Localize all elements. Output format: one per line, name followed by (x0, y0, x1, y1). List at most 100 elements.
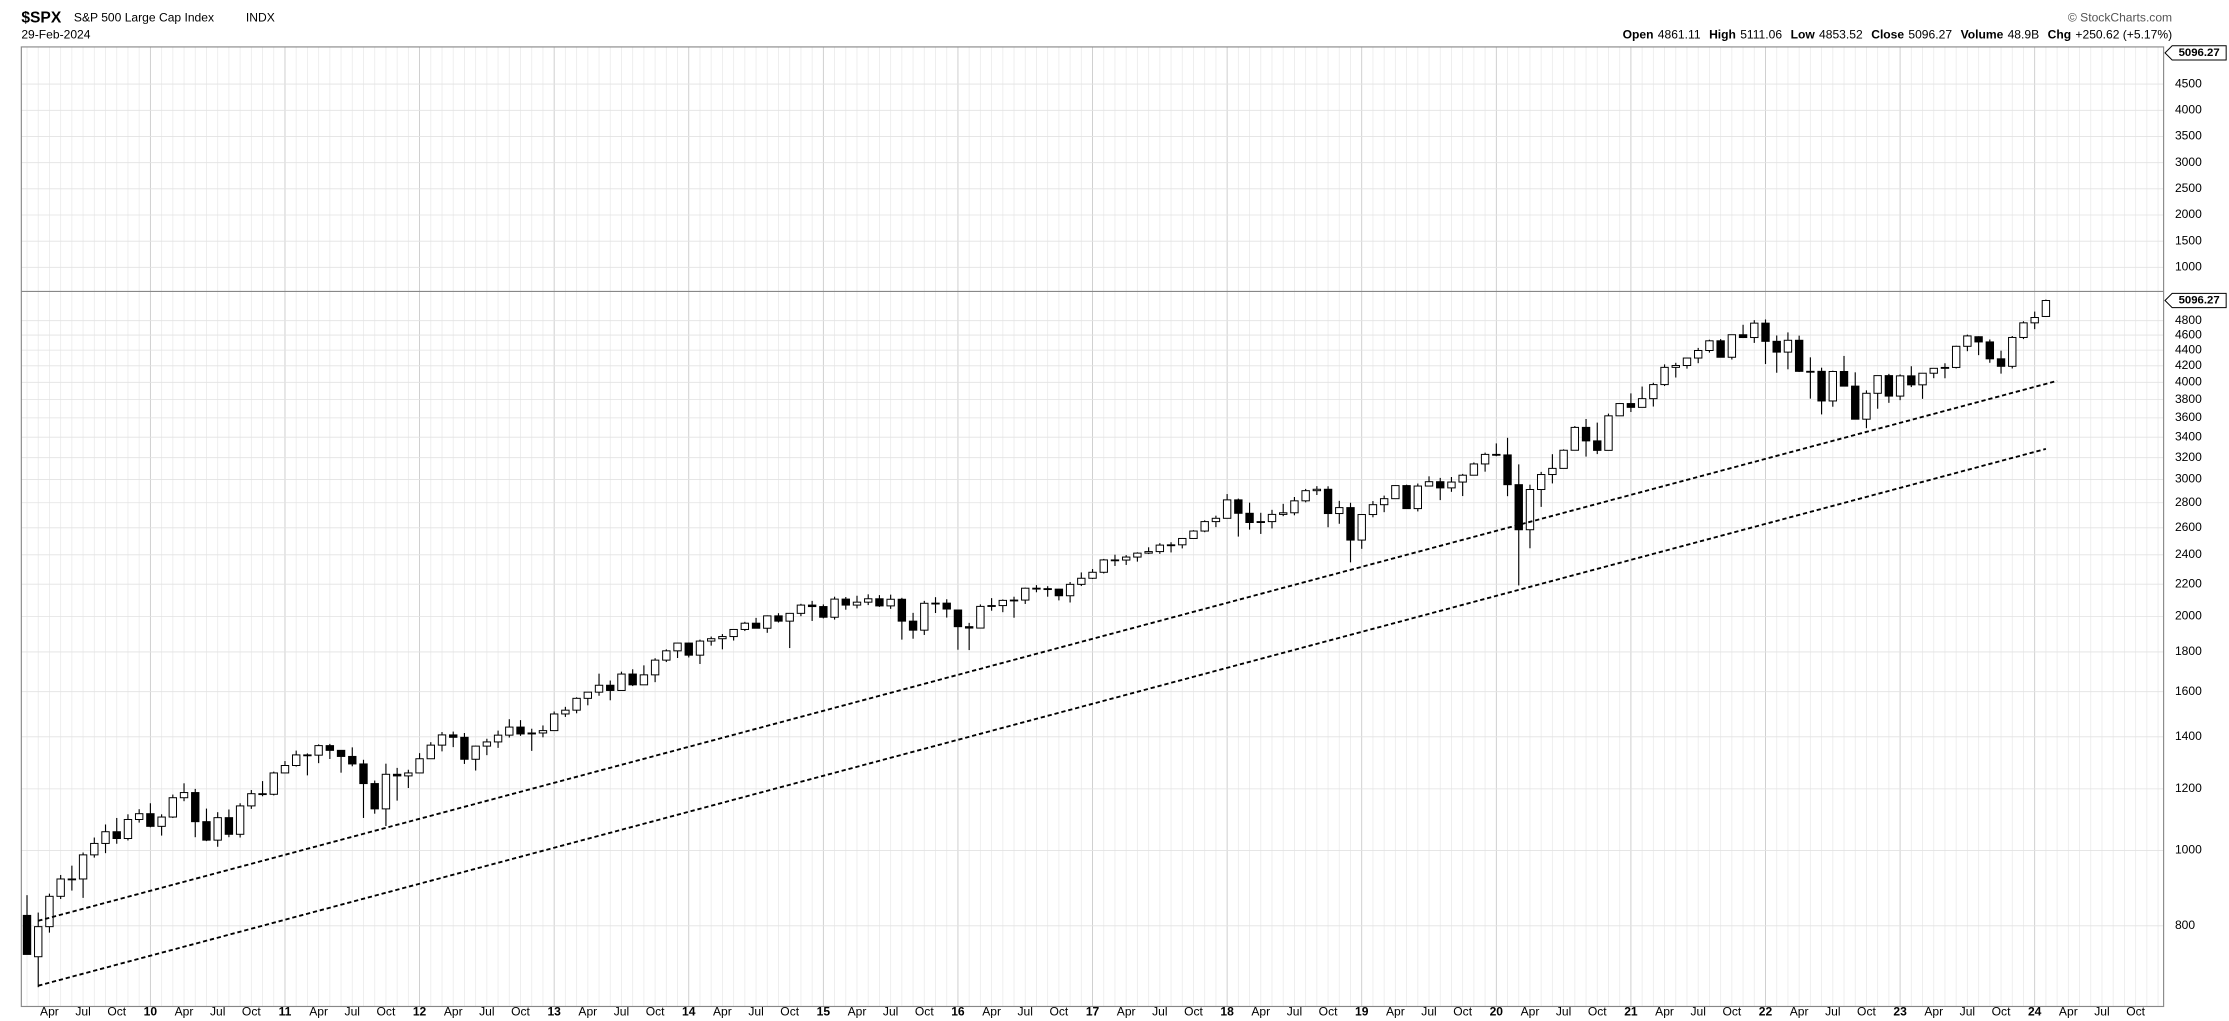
candle-body (1121, 556, 1131, 561)
x-tick-label: 22 (1759, 1004, 1773, 1018)
x-tick-label: Apr (1655, 1004, 1674, 1018)
candle-body (292, 754, 301, 767)
x-tick-label: Oct (1049, 1004, 1068, 1018)
candle-body (78, 854, 88, 880)
candle-body (942, 602, 951, 610)
candle-body (549, 713, 559, 732)
x-tick-label: Apr (1251, 1004, 1270, 1018)
y-tick-label: 4800 (2175, 313, 2202, 327)
x-tick-label: Jul (1152, 1004, 1167, 1018)
candle-body (1649, 384, 1658, 400)
candle-body (1133, 552, 1142, 558)
candle-body (191, 792, 200, 823)
candle-body (1559, 449, 1568, 469)
x-tick-label: Apr (1386, 1004, 1405, 1018)
candle-body (426, 744, 435, 760)
candle-body (437, 734, 447, 746)
price-flag-label: 5096.27 (2179, 295, 2220, 307)
x-tick-label: Apr (2059, 1004, 2078, 1018)
y-tick-label: 3000 (2175, 155, 2202, 169)
candle-body (471, 745, 480, 760)
x-tick-label: Oct (511, 1004, 530, 1018)
candle-body (1581, 426, 1591, 442)
candle-body (538, 730, 548, 734)
y-tick-label: 4400 (2175, 342, 2202, 356)
candle-body (1772, 340, 1781, 353)
candle-body (1009, 599, 1019, 602)
candle-body (1660, 366, 1669, 386)
price-flag-box (2164, 292, 2227, 309)
candle-body (695, 640, 705, 656)
candle-body (1077, 577, 1086, 585)
x-tick-label: Jul (345, 1004, 360, 1018)
x-tick-label: Apr (175, 1004, 194, 1018)
candle-body (168, 797, 178, 818)
y-tick-label: 1400 (2175, 729, 2202, 743)
candle-body (1458, 474, 1467, 483)
candle-body (774, 615, 783, 622)
header-label: Open (1623, 28, 1654, 42)
candle-body (482, 741, 492, 747)
frame (20, 46, 2165, 1008)
candle-body (1234, 499, 1243, 514)
y-tick-label: 1000 (2175, 843, 2202, 857)
candle-body (1727, 334, 1737, 358)
candle-body (1335, 507, 1344, 515)
x-tick-label: Jul (1287, 1004, 1302, 1018)
candle-body (1895, 375, 1905, 397)
y-tick-label: 4500 (2175, 76, 2202, 90)
candle-body (1862, 392, 1871, 420)
candle-body (1054, 588, 1064, 597)
x-tick-label: Jul (2094, 1004, 2109, 1018)
x-tick-label: Oct (1722, 1004, 1741, 1018)
candle-body (1424, 481, 1434, 487)
candle-body (1548, 467, 1557, 476)
candle-body (1806, 370, 1815, 373)
candle-body (1761, 322, 1770, 342)
x-tick-label: 15 (817, 1004, 831, 1018)
candle-body (280, 765, 290, 774)
candle-body (1155, 544, 1165, 553)
candle-body (2030, 317, 2039, 324)
candle-body (1963, 335, 1972, 347)
candle-body (1413, 485, 1422, 510)
candle-body (1525, 489, 1535, 531)
candle-body (2019, 322, 2028, 338)
candle-body (606, 684, 615, 691)
x-tick-label: Oct (1857, 1004, 1876, 1018)
candle-body (751, 622, 761, 629)
x-tick-label: Apr (309, 1004, 328, 1018)
candle-body (1873, 375, 1882, 394)
y-tick-label: 4000 (2175, 102, 2202, 116)
y-tick-label: 2800 (2175, 495, 2202, 509)
header-label: Close (1871, 28, 1904, 42)
symbol: $SPX (21, 10, 62, 27)
x-tick-label: 23 (1893, 1004, 1907, 1018)
credit: © StockCharts.com (2068, 11, 2172, 25)
candle-body (34, 926, 43, 958)
candle-body (1110, 559, 1120, 562)
candle-body (987, 605, 996, 607)
header-label: Volume (1961, 28, 2004, 42)
plot-area: Apr Jul Oct 10 Apr Jul Oct 11 Apr Jul Oct 12 Apr Jul O… (21, 45, 2227, 1018)
x-tick-label: 20 (1490, 1004, 1504, 1018)
candle-body (650, 659, 660, 676)
candle-body (1738, 334, 1748, 339)
candle-body (2008, 336, 2017, 367)
y-tick-label: 1800 (2175, 644, 2202, 658)
candle-body (1682, 357, 1692, 367)
candle-body (1570, 426, 1580, 451)
candle-body (1536, 474, 1546, 491)
x-tick-label: Apr (444, 1004, 463, 1018)
candle-body (1267, 513, 1277, 523)
candle-body (112, 831, 121, 840)
candle-body (1447, 481, 1456, 489)
candle-body (179, 792, 189, 799)
chart-title: S&P 500 Large Cap Index (74, 11, 214, 25)
candle-body (931, 602, 940, 605)
y-tick-label: 2200 (2175, 576, 2202, 590)
y-tick-label: 1200 (2175, 781, 2202, 795)
candle-body (67, 878, 77, 881)
